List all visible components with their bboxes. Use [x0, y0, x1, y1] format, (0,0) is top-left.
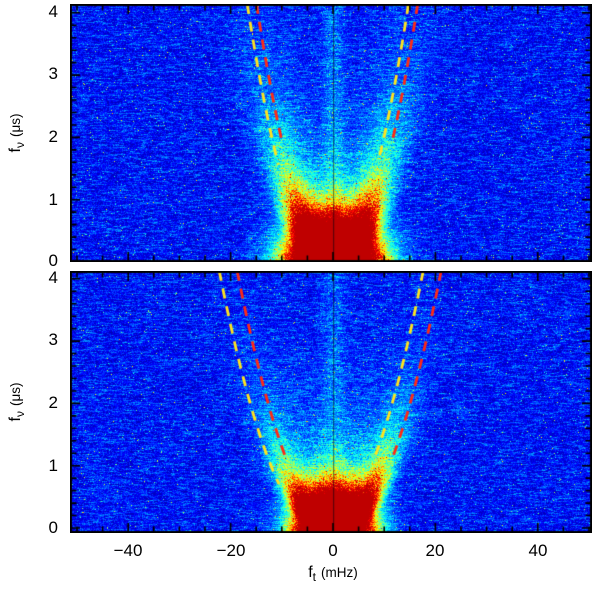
ytick-top-2: 2	[48, 127, 58, 146]
ytick-bottom-1: 1	[48, 456, 58, 475]
y-axis-title-top: fν (μs)	[6, 78, 27, 188]
ytick-bottom-3: 3	[48, 330, 58, 349]
xtick-m20: −20	[216, 541, 246, 560]
ytick-top-3: 3	[48, 64, 58, 83]
secondary-spectrum-canvas-bottom	[70, 271, 592, 533]
xtick-20: 20	[425, 541, 445, 560]
y-axis-unit: (μs)	[8, 382, 23, 407]
x-axis-subscript: t	[312, 570, 317, 584]
ytick-bottom-0: 0	[48, 518, 58, 537]
y-axis-title-bottom: fν (μs)	[6, 347, 27, 457]
xtick-40: 40	[528, 541, 548, 560]
secondary-spectrum-canvas-top	[70, 4, 592, 262]
y-axis-subscript: ν	[13, 142, 27, 149]
xtick-m40: −40	[113, 541, 143, 560]
y-axis-symbol: f	[7, 417, 24, 422]
xtick-0: 0	[328, 541, 338, 560]
x-axis-unit: (mHz)	[321, 565, 358, 580]
x-axis-title: ft (mHz)	[273, 562, 393, 586]
ytick-top-0: 0	[48, 251, 58, 270]
ytick-bottom-2: 2	[48, 393, 58, 412]
ytick-bottom-4: 4	[48, 268, 58, 287]
y-axis-unit: (μs)	[8, 113, 23, 138]
y-axis-subscript: ν	[13, 411, 27, 418]
ytick-top-1: 1	[48, 190, 58, 209]
x-axis-symbol: f	[308, 564, 313, 581]
y-axis-symbol: f	[7, 148, 24, 153]
ytick-top-4: 4	[48, 2, 58, 21]
